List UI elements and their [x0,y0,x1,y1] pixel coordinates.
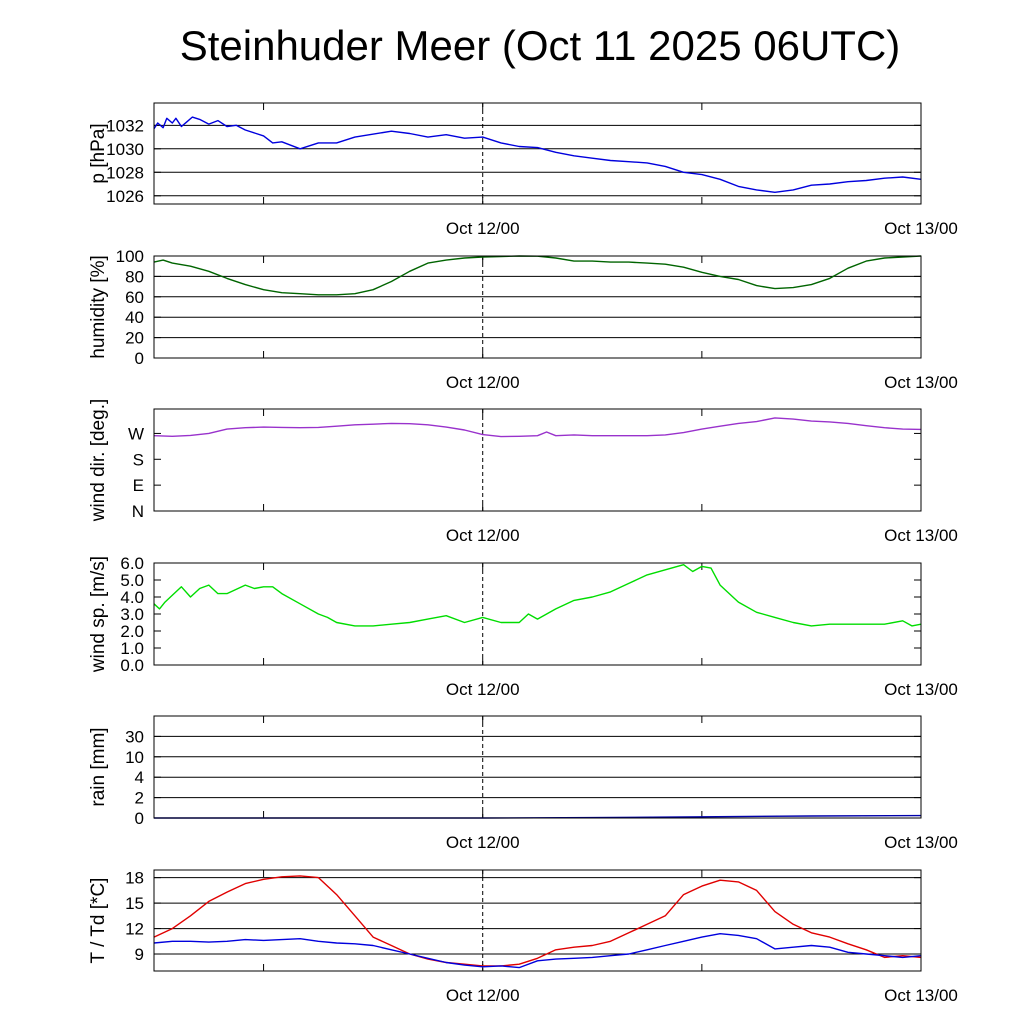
y-tick-label: 9 [135,945,144,964]
y-tick-label: 3.0 [120,605,144,624]
y-tick-label: N [132,502,144,521]
y-tick-label: 1030 [106,140,144,159]
x-tick-label: Oct 13/00 [884,373,958,392]
y-tick-label: 40 [125,308,144,327]
y-axis-label: p [hPa] [88,123,109,183]
x-tick-label: Oct 12/00 [446,219,520,238]
panel-rain: 02 410 30 rain [mm] Oct 12/00 Oct 13/00 [88,715,958,852]
plot-frame [153,715,922,819]
y-axis-label: wind sp. [m/s] [88,556,109,673]
x-tick-label: Oct 12/00 [446,986,520,1005]
y-tick-label: 1028 [106,163,144,182]
x-tick-label: Oct 12/00 [446,373,520,392]
series-line-temperature [153,875,922,967]
series-line-wind_direction [153,417,922,438]
y-tick-label: 1026 [106,187,144,206]
x-tick-label: Oct 13/00 [884,680,958,699]
x-tick-label: Oct 13/00 [884,219,958,238]
y-tick-label: 5.0 [120,571,144,590]
y-tick-label: 20 [125,329,144,348]
y-axis-label: rain [mm] [88,727,109,806]
y-tick-label: 60 [125,288,144,307]
y-tick-label: 80 [125,267,144,286]
panel-temperature: 9 12 15 18 T / Td [*C] Oct 12/00 Oct 13/00 [88,869,958,1005]
y-tick-label: 100 [116,247,144,266]
y-tick-label: 30 [125,727,144,746]
y-tick-label: E [133,476,144,495]
y-tick-label: 0 [135,809,144,828]
series-line-temperature [153,933,922,969]
y-tick-label: 18 [125,869,144,888]
y-axis-label: humidity [%] [88,255,109,358]
plot-frame [153,102,922,205]
panel-wind-speed: 0.01.02.03.04.05.06.0 wind sp. [m/s] Oct 1… [88,554,958,699]
y-tick-label: 15 [125,894,144,913]
y-tick-label: 1.0 [120,639,144,658]
y-tick-label: 2 [135,789,144,808]
y-axis-label: T / Td [*C] [88,878,109,964]
x-tick-label: Oct 13/00 [884,986,958,1005]
plot-frame [153,869,922,972]
y-tick-label: 4 [135,768,144,787]
plot-frame [153,562,922,666]
x-tick-label: Oct 12/00 [446,833,520,852]
y-tick-label: 10 [125,748,144,767]
series-line-wind_speed [153,564,922,627]
series-line-pressure [153,116,922,194]
x-tick-label: Oct 13/00 [884,833,958,852]
y-tick-label: 0.0 [120,656,144,675]
plot-frame [153,255,922,359]
series-line-humidity [153,255,922,296]
y-tick-label: 6.0 [120,554,144,573]
y-tick-label: 1032 [106,116,144,135]
y-tick-label: 0 [135,349,144,368]
x-tick-label: Oct 12/00 [446,680,520,699]
plot-frame [153,408,922,512]
y-tick-label: 4.0 [120,588,144,607]
chart-title: Steinhuder Meer (Oct 11 2025 06UTC) [179,22,901,69]
x-tick-label: Oct 12/00 [446,526,520,545]
y-axis-label: wind dir. [deg.] [88,399,109,523]
y-tick-label: 12 [125,920,144,939]
x-tick-label: Oct 13/00 [884,526,958,545]
y-tick-label: S [133,450,144,469]
y-tick-label: W [128,424,144,443]
y-tick-label: 2.0 [120,622,144,641]
